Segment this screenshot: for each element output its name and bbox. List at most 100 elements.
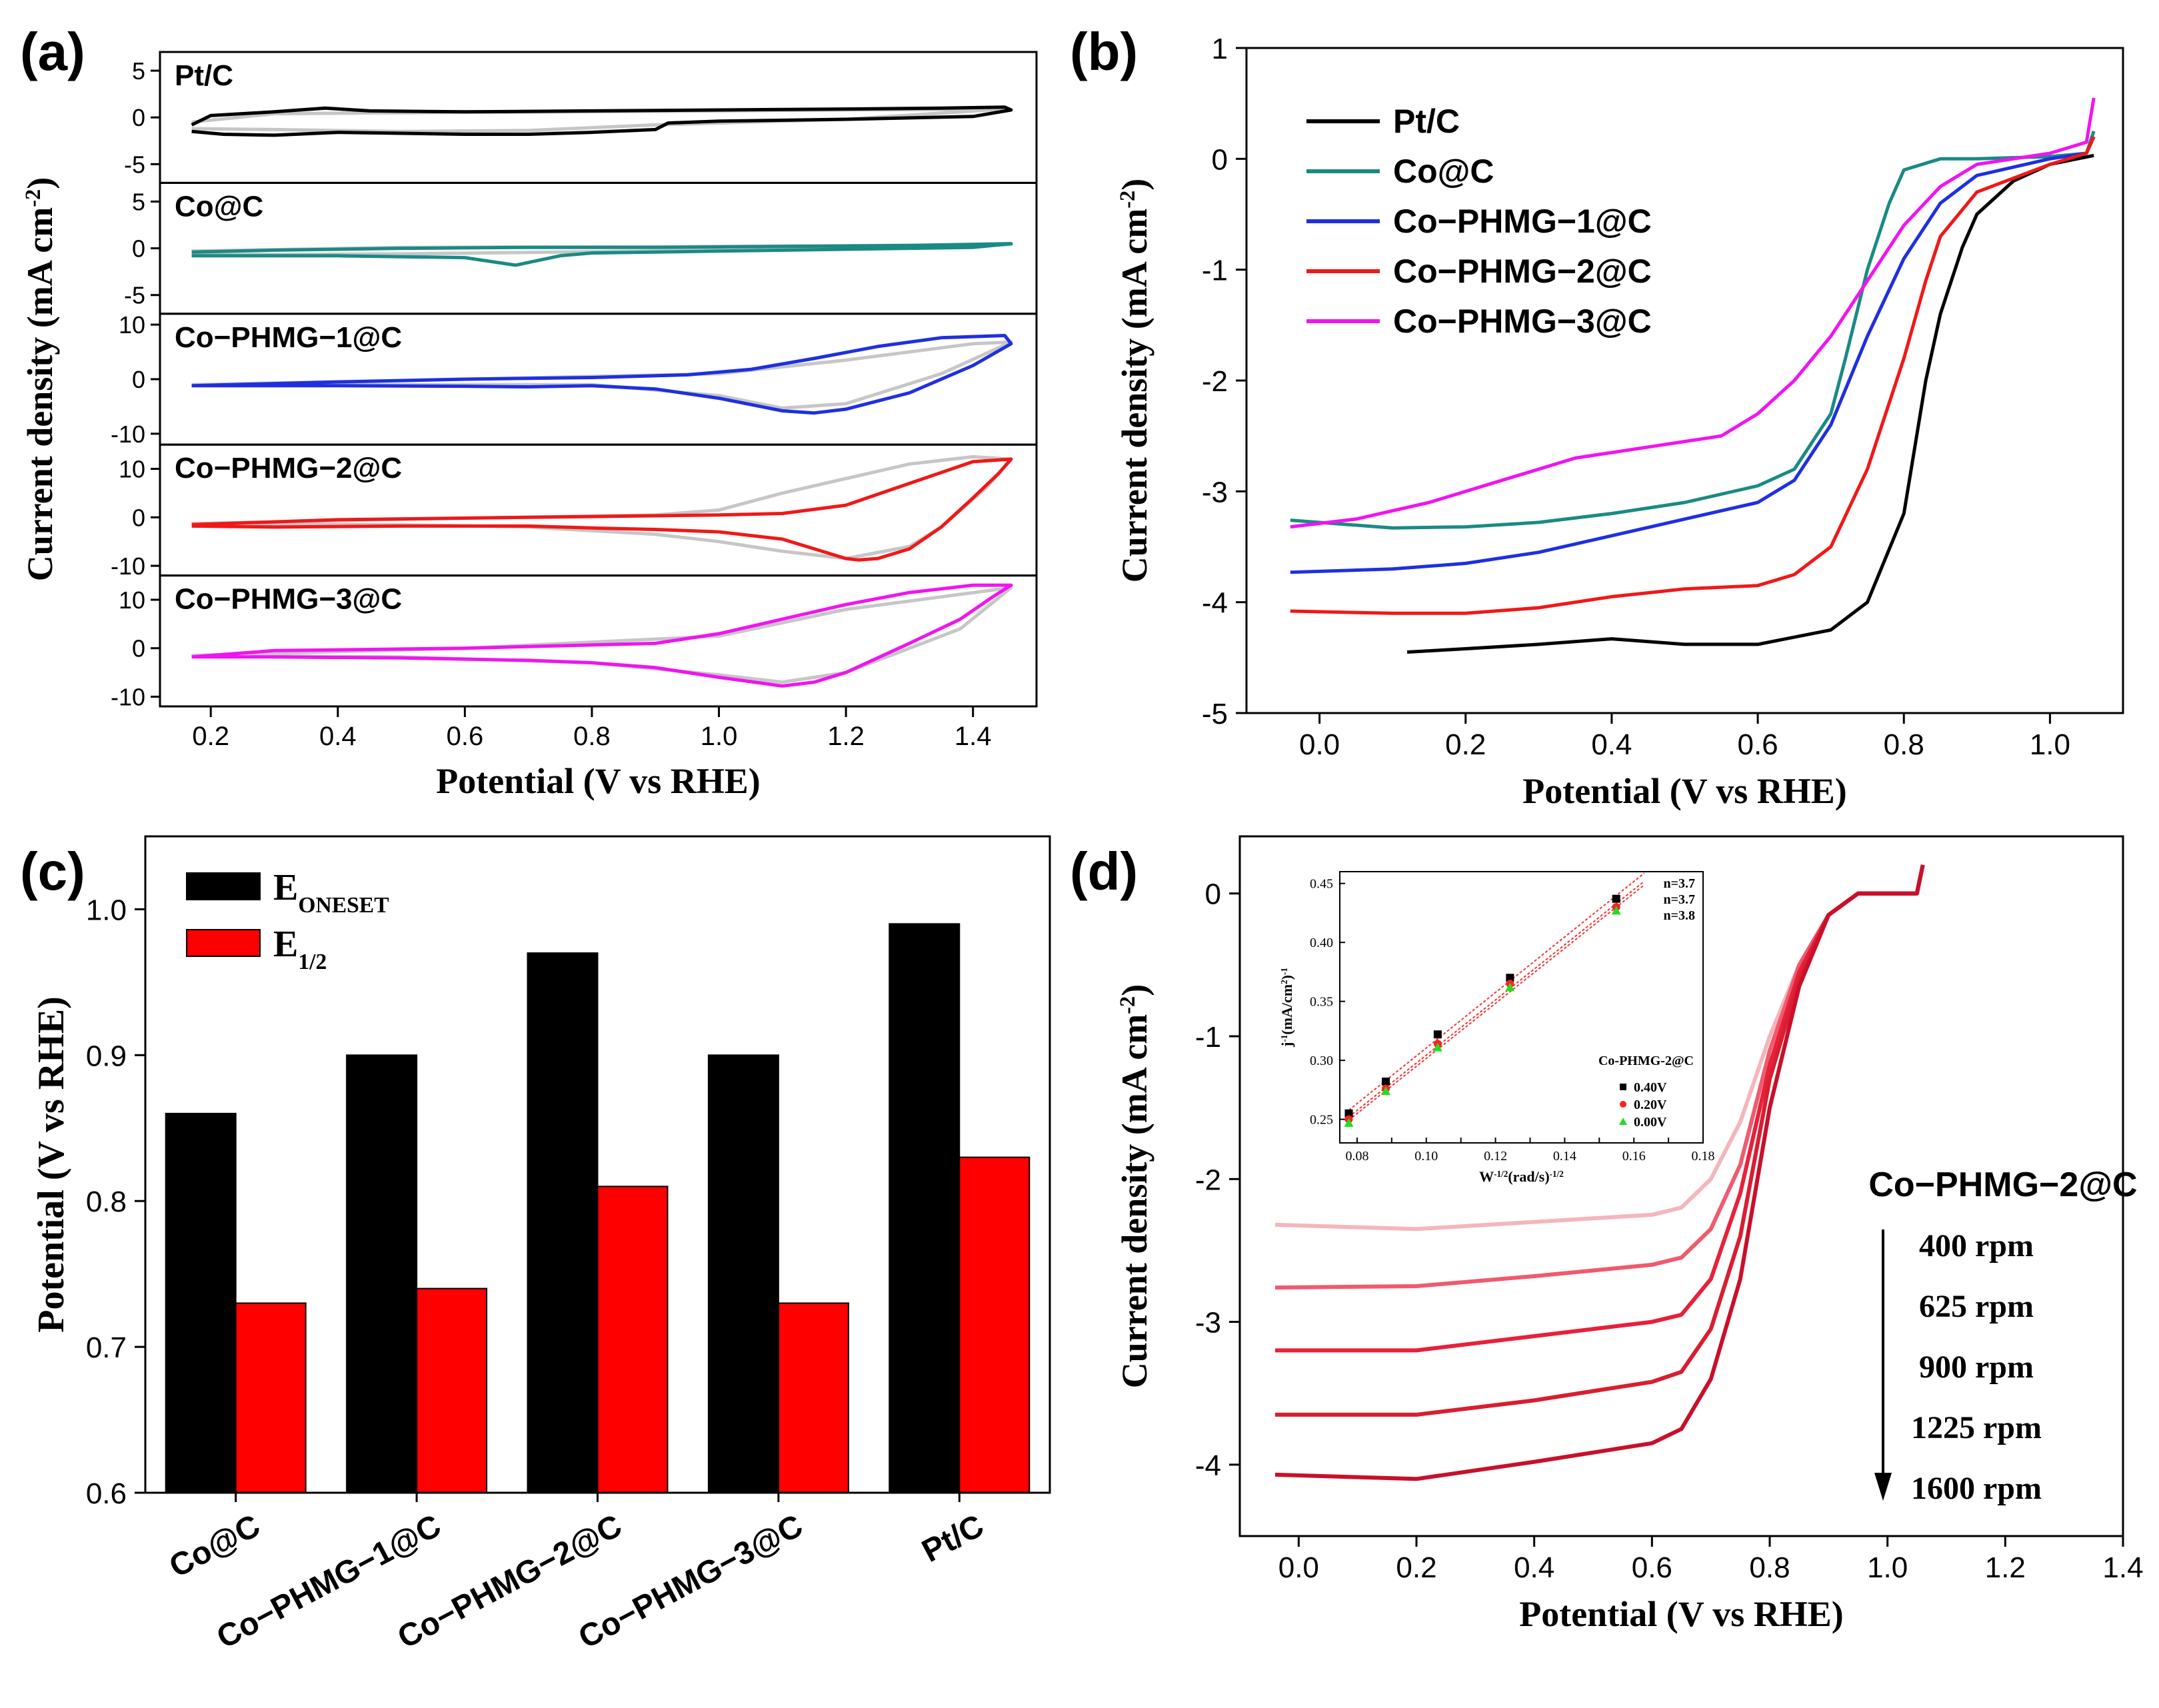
- series-line: [1290, 136, 2096, 615]
- y-tick-label: -5: [124, 282, 145, 309]
- inset-fit-line: [1348, 872, 1645, 1111]
- x-tick-label: 1.0: [701, 722, 738, 751]
- inset-point: [1506, 974, 1514, 982]
- y-tick-label: 10: [119, 311, 145, 339]
- inset-legend-label: 0.20V: [1634, 1098, 1667, 1112]
- panel-c: (c)Co@CCo−PHMG−1@CCo−PHMG−2@CCo−PHMG−3@C…: [20, 835, 1051, 1655]
- legend-swatch: [186, 872, 261, 900]
- inset-y-tick-label: 0.30: [1310, 1054, 1333, 1068]
- inset-y-tick-label: 0.40: [1310, 936, 1333, 950]
- inset-point: [1611, 906, 1621, 915]
- series-line: [191, 583, 1013, 688]
- inset-point: [1381, 1086, 1391, 1096]
- inset-x-tick-label: 0.08: [1345, 1149, 1368, 1164]
- y-tick-label: -4: [1195, 1449, 1221, 1482]
- y-tick-label: 1.0: [86, 894, 127, 926]
- series-line: [191, 454, 1013, 560]
- inset-n-label: n=3.7: [1663, 892, 1695, 907]
- x-tick-label: 0.6: [447, 722, 484, 751]
- x-tick-label: 0.6: [1737, 728, 1778, 761]
- legend-label: Pt/C: [1393, 103, 1460, 140]
- plot-frame: [144, 835, 1051, 1494]
- x-tick-label: 0.8: [573, 722, 611, 751]
- x-tick-label: 0.6: [1632, 1551, 1672, 1584]
- panel-label: (c): [20, 842, 85, 901]
- y-tick-label: -2: [1195, 1164, 1221, 1196]
- x-tick-label: 0.0: [1299, 728, 1340, 761]
- y-tick-label: 5: [132, 188, 145, 215]
- y-axis-label: Potential (V vs RHE): [31, 996, 72, 1333]
- inset-fit-line: [1348, 880, 1645, 1118]
- inset-legend-label: 0.00V: [1634, 1115, 1667, 1130]
- y-tick-label: -10: [111, 421, 145, 448]
- inset-point: [1612, 894, 1620, 903]
- inset-n-label: n=3.8: [1663, 908, 1695, 923]
- y-tick-label: 0: [132, 366, 145, 393]
- legend-label: Co−PHMG−3@C: [1393, 303, 1652, 340]
- series-line: [1274, 864, 1925, 1481]
- x-tick-label: 0.2: [1445, 728, 1486, 761]
- inset-n-label: n=3.7: [1663, 876, 1695, 891]
- inset-point: [1505, 982, 1515, 992]
- inset-point: [1433, 1030, 1442, 1039]
- y-axis-label: Current density (mA cm-2): [1114, 984, 1154, 1388]
- subplot-label: Pt/C: [175, 59, 233, 92]
- x-tick-label: 1.2: [1985, 1551, 2026, 1584]
- y-tick-label: -1: [1195, 1021, 1221, 1054]
- rpm-label: 900 rpm: [1919, 1349, 2034, 1385]
- x-tick-label: 0.8: [1884, 728, 1924, 761]
- panel-label: (d): [1070, 842, 1138, 901]
- y-tick-label: 0.9: [86, 1040, 127, 1072]
- y-tick-label: 0: [132, 104, 145, 131]
- y-tick-label: -1: [1202, 255, 1228, 287]
- x-tick-label: 1.0: [1867, 1551, 1908, 1584]
- y-tick-label: 5: [132, 57, 145, 85]
- x-axis-label: Potential (V vs RHE): [1519, 1594, 1843, 1634]
- x-tick-label: 1.0: [2030, 728, 2070, 761]
- bar-onset: [889, 923, 961, 1494]
- series-line: [191, 242, 1013, 267]
- y-tick-label: 10: [119, 456, 145, 483]
- subplot-frame: [159, 574, 1038, 708]
- inset-y-label: j-1(mA/cm2)-1: [1278, 968, 1295, 1048]
- bar-onset: [707, 1054, 779, 1494]
- plot-frame: [1238, 835, 2124, 1537]
- y-tick-label: 1: [1212, 33, 1228, 65]
- panel-d: (d) 0 -1 -2 -3 -4 0.0 0.2 0.4 0.6 0.8 1.0 1.2 1.4 Pote…: [1070, 835, 2144, 1634]
- subplot-label: Co−PHMG−2@C: [175, 452, 402, 484]
- y-tick-label: -3: [1202, 476, 1228, 508]
- x-tick-label: 0.2: [192, 722, 229, 751]
- bar-onset: [346, 1054, 418, 1494]
- inset-x-tick-label: 0.12: [1484, 1149, 1507, 1164]
- x-tick-label: 0.2: [1396, 1551, 1436, 1584]
- series-line: [191, 457, 1013, 562]
- y-tick-label: 0.7: [86, 1331, 127, 1364]
- inset-frame: [1339, 871, 1704, 1144]
- inset-legend-marker: [1619, 1118, 1627, 1125]
- inset-legend-marker: [1620, 1101, 1626, 1108]
- y-tick-label: -5: [1202, 698, 1228, 730]
- y-tick-label: 10: [119, 586, 145, 614]
- y-tick-label: 0: [132, 635, 145, 662]
- arrow-head: [1874, 1473, 1892, 1501]
- legend-label: Co@C: [1393, 153, 1494, 190]
- panel-b: (b) 1 0 -1 -2 -3 -4 -5 0.0 0.2 0.4 0.6 0.8 1.0 Pt/C Co@…: [1070, 22, 2124, 811]
- inset-x-tick-label: 0.18: [1692, 1149, 1715, 1164]
- y-tick-label: 0.8: [86, 1186, 127, 1218]
- legend-label: Co−PHMG−2@C: [1393, 253, 1652, 290]
- x-tick-label: 1.2: [827, 722, 865, 751]
- y-tick-label: -4: [1202, 587, 1228, 620]
- x-tick-label: 0.0: [1278, 1551, 1319, 1584]
- inset-y-tick-label: 0.25: [1310, 1113, 1333, 1128]
- y-axis-label: Current density (mA cm-2): [1114, 179, 1154, 582]
- inset-y-tick-label: 0.35: [1310, 995, 1333, 1010]
- y-tick-label: 0: [132, 235, 145, 263]
- inset-legend-title: Co-PHMG-2@C: [1598, 1054, 1694, 1068]
- x-tick-label: 0.4: [1514, 1551, 1554, 1584]
- y-tick-label: 0.6: [86, 1477, 127, 1510]
- x-tick-label: 1.4: [2102, 1551, 2143, 1584]
- bar-half: [416, 1287, 488, 1493]
- legend-swatch: [186, 929, 261, 957]
- bar-onset: [165, 1112, 237, 1493]
- y-tick-label: 0: [1205, 878, 1221, 911]
